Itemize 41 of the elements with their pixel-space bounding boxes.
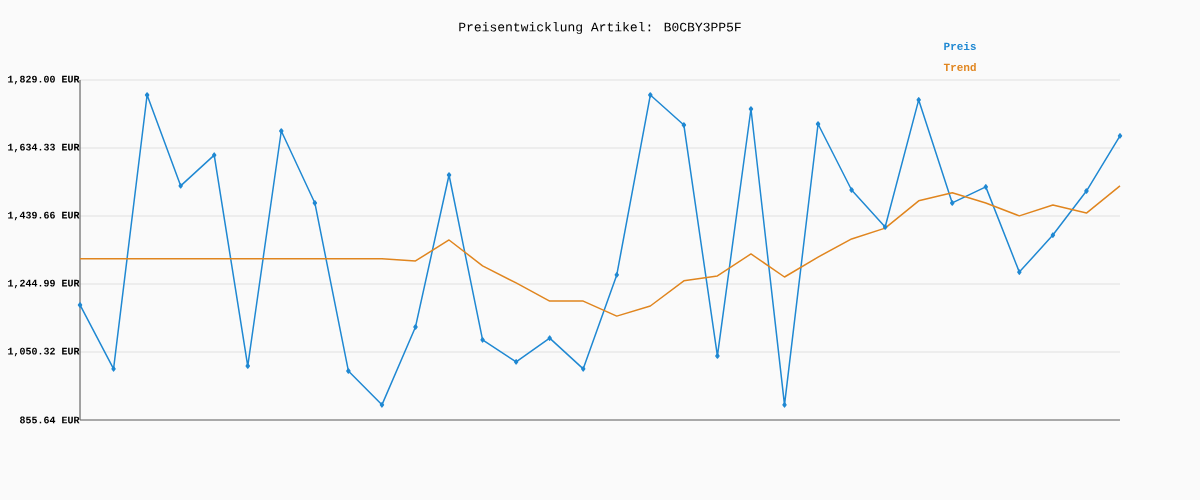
point (815, 121, 821, 127)
y-tick-label: 1,439.66 EUR (8, 211, 80, 221)
point (413, 324, 418, 330)
point (346, 368, 351, 374)
point (111, 366, 116, 372)
y-tick-label: 1,244.99 EUR (8, 279, 80, 289)
point (178, 183, 183, 189)
point (1017, 269, 1022, 275)
point (480, 337, 485, 343)
point (446, 172, 452, 178)
y-tick-label: 1,634.33 EUR (8, 143, 80, 153)
point (1050, 232, 1056, 238)
text: Preis (944, 41, 976, 51)
point (312, 200, 318, 206)
point (648, 92, 653, 98)
point (279, 128, 284, 134)
point (379, 402, 385, 408)
point (1117, 133, 1123, 139)
point (144, 92, 150, 98)
point (614, 272, 620, 278)
point (882, 224, 888, 230)
point (950, 200, 955, 206)
point (916, 97, 921, 103)
point (245, 363, 250, 369)
point (748, 106, 754, 112)
point (547, 335, 552, 341)
point (849, 187, 854, 193)
y-tick-label: 855.64 EUR (20, 416, 80, 424)
point (1084, 188, 1089, 194)
y-tick-label: 1,050.32 EUR (8, 347, 80, 357)
point (681, 122, 687, 128)
point (211, 152, 217, 158)
y-tick-label: 1,829.00 EUR (8, 75, 80, 85)
point (983, 184, 989, 190)
text: Trend (943, 62, 976, 72)
chart-title: Preisentwicklung Artikel: B0CBY3PP5F (459, 21, 741, 35)
point (715, 353, 720, 359)
point (77, 302, 83, 308)
point (782, 402, 787, 408)
point (580, 366, 586, 372)
point (513, 359, 519, 365)
